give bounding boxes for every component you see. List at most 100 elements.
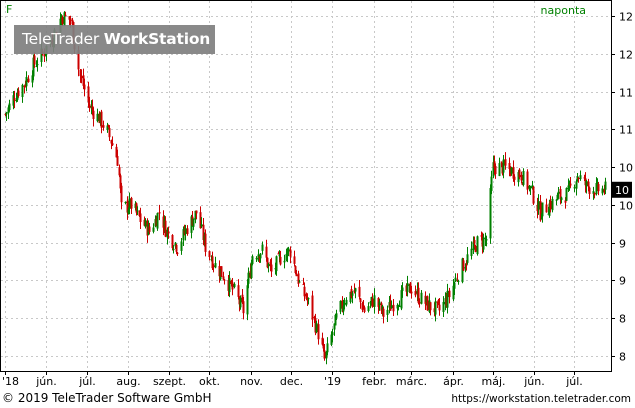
period-selector[interactable]: naponta [540, 4, 586, 17]
candle-body [398, 305, 401, 307]
candle-body [184, 228, 187, 234]
y-tick-label: 8 [619, 313, 626, 326]
candle-body [597, 184, 600, 192]
candle-body [230, 280, 233, 285]
candle [401, 282, 404, 298]
candle [279, 250, 282, 266]
candle-body [285, 253, 288, 261]
candle [231, 278, 234, 296]
candle-body [32, 57, 35, 77]
candle-body [489, 188, 492, 239]
last-price-label: 10 [615, 184, 629, 197]
candle [27, 75, 30, 83]
candle-body [255, 258, 258, 260]
candle [294, 265, 297, 275]
candle-body [434, 301, 437, 315]
candle-body [223, 279, 226, 281]
candle-body [326, 343, 329, 353]
candle-body [266, 257, 269, 268]
candle-body [82, 75, 85, 86]
candle [482, 233, 485, 253]
candle [305, 292, 308, 301]
candle [180, 237, 183, 255]
candle-body [476, 236, 479, 255]
candle [513, 174, 516, 186]
x-axis: '18 jún. júl. aug. szept. okt. nov. dec. '19 febr… [2, 371, 583, 388]
candle [307, 297, 310, 305]
candle [418, 298, 421, 308]
candle-body [102, 125, 105, 128]
candle-body [559, 189, 562, 200]
candle [462, 258, 465, 271]
candle [568, 180, 571, 191]
candle-body [171, 235, 174, 249]
candle [128, 192, 131, 215]
candle [106, 122, 109, 133]
candle [222, 271, 225, 281]
candle [317, 319, 320, 345]
candle-body [167, 231, 170, 234]
candle [367, 302, 370, 313]
candle-body [429, 302, 432, 311]
candle-body [164, 220, 167, 237]
candle [434, 297, 437, 322]
candle [502, 154, 505, 179]
x-tick-label: dec. [280, 375, 303, 388]
candle-body [537, 201, 540, 210]
candle-body [220, 266, 223, 277]
candle-body [569, 183, 572, 186]
candle [303, 282, 306, 302]
candle-body [406, 283, 409, 293]
candle-body [16, 93, 19, 100]
candle [470, 241, 473, 260]
candle [322, 338, 325, 352]
candle-body [148, 226, 151, 232]
candle [68, 16, 71, 26]
candle-body [392, 304, 395, 312]
candle-body [592, 191, 595, 194]
candle [124, 201, 127, 205]
candle-body [194, 210, 197, 220]
candle-body [283, 260, 286, 263]
candle [323, 344, 326, 361]
candle [510, 166, 513, 176]
candle-body [211, 256, 214, 269]
candle-body [502, 159, 505, 173]
candle [565, 187, 568, 202]
candle-body [334, 314, 337, 326]
candle [541, 202, 544, 223]
candle-body [510, 167, 513, 174]
candle-body [556, 194, 559, 201]
candle-body [588, 187, 591, 194]
candle-body [5, 112, 8, 115]
candle-body [4, 113, 7, 115]
grid-lines [1, 1, 611, 371]
candle [474, 244, 477, 253]
candle-body [77, 50, 80, 70]
candle-body [231, 282, 234, 290]
brand-light: TeleTrader [22, 30, 104, 48]
candle-body [548, 203, 551, 216]
candle-body [311, 295, 314, 320]
candle-body [464, 267, 467, 269]
candle [345, 297, 348, 307]
candle-body [333, 323, 336, 330]
candle [176, 252, 179, 256]
candle [21, 83, 24, 103]
candle-body [222, 276, 225, 280]
candle-body [305, 293, 308, 299]
candle-body [601, 188, 604, 194]
candle-body [175, 244, 178, 252]
candle-body [13, 97, 16, 101]
candle [255, 256, 258, 262]
candle [358, 279, 361, 300]
candle [211, 251, 214, 271]
candle [33, 52, 36, 68]
candle-body [354, 288, 357, 292]
candle [144, 218, 147, 229]
candle [261, 241, 264, 255]
website-link[interactable]: https://workstation.teletrader.com [451, 393, 631, 405]
candle-body [278, 255, 281, 257]
candle-body [106, 125, 109, 130]
